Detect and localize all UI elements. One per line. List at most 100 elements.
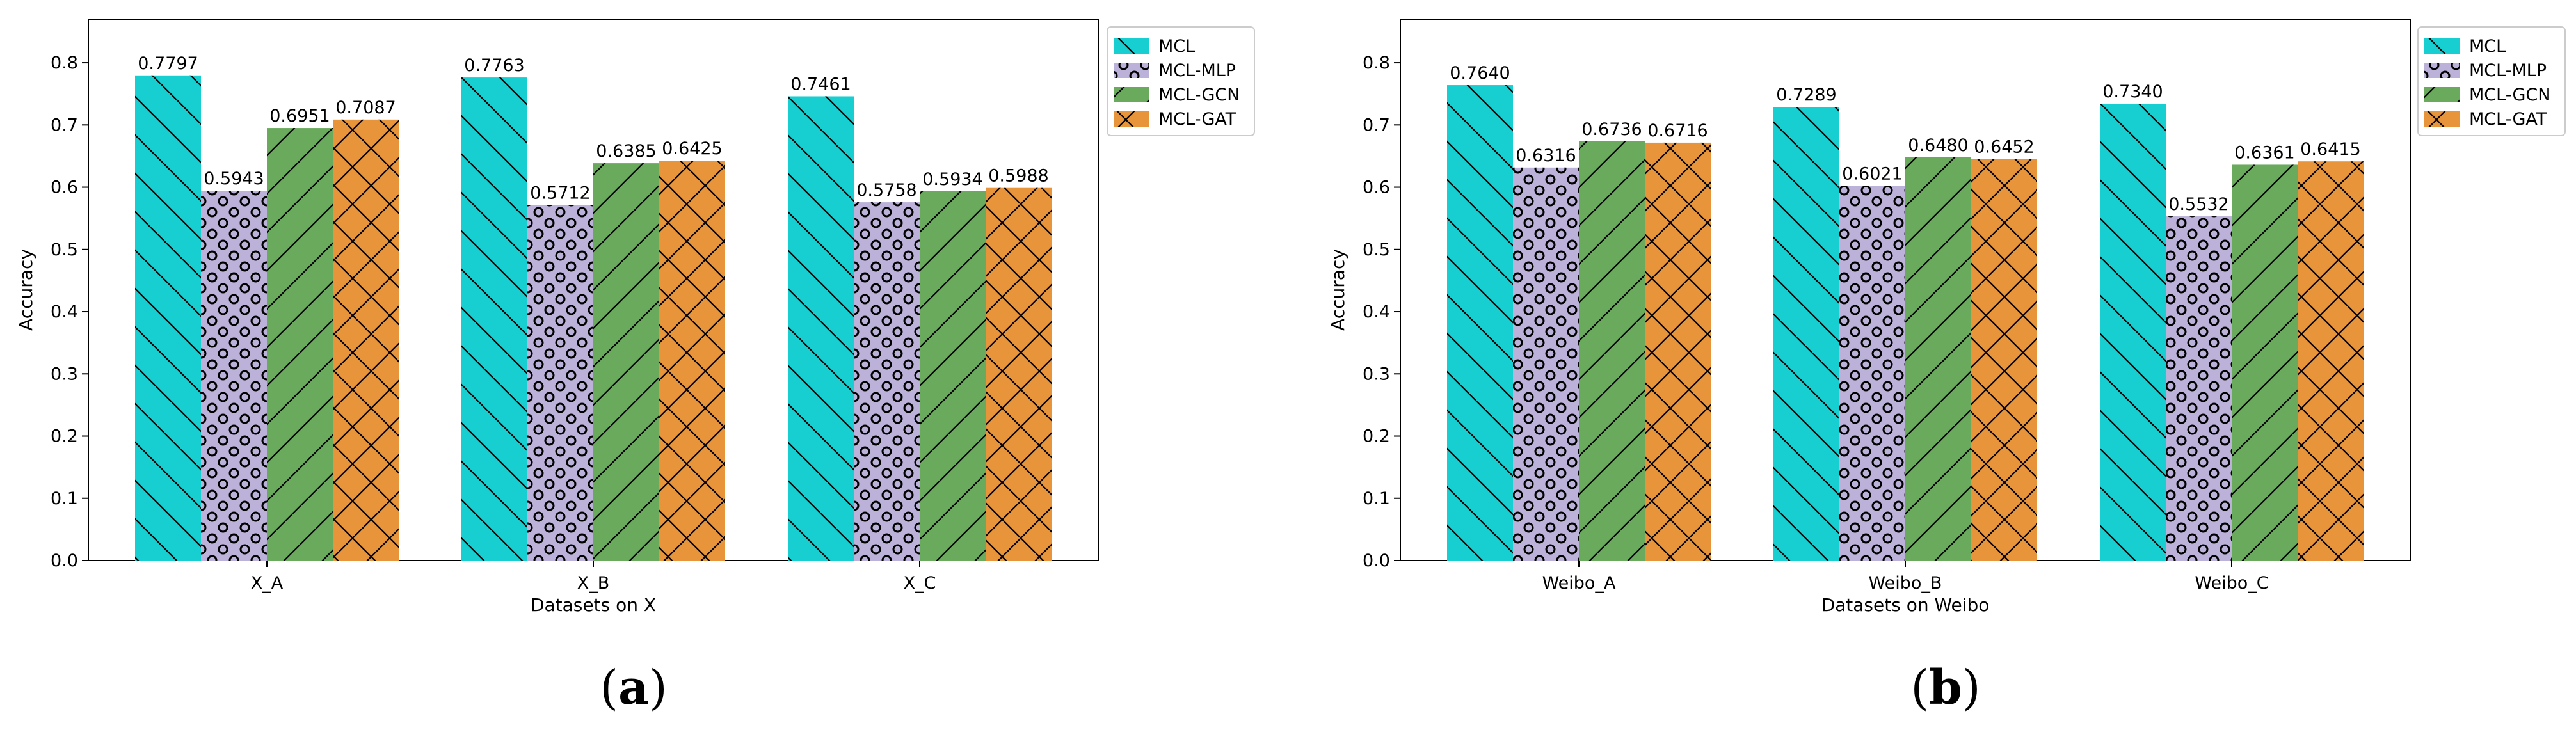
- value-label: 0.6736: [1581, 120, 1642, 139]
- bar-mcl-weibo_b-hatch: [1773, 107, 1839, 561]
- legend-swatch-hatch: [1114, 111, 1149, 127]
- bar-mcl-x_c-hatch: [788, 96, 854, 561]
- bar-mcl-gat-x_b-hatch: [659, 161, 725, 561]
- y-tick-label: 0.8: [51, 53, 78, 73]
- bar-mcl-mlp-x_b-hatch: [527, 205, 593, 561]
- bar-mcl-gcn-weibo_c-hatch: [2232, 164, 2298, 561]
- chart-panel-a: 0.0 0.1 0.2 0.3 0.4 0.5 0.6 0.7 0.8 0.7797 0.7763…: [15, 19, 1255, 715]
- caption-a: (a): [600, 660, 668, 715]
- value-label: 0.7289: [1776, 85, 1836, 105]
- legend-frame: [2417, 26, 2566, 136]
- value-label: 0.7340: [2102, 82, 2163, 102]
- value-label: 0.7763: [464, 56, 524, 76]
- bar-mcl-mlp-x_a-hatch: [201, 191, 267, 561]
- legend-label-mcl-gcn: MCL-GCN: [2469, 85, 2550, 105]
- value-label: 0.6021: [1842, 164, 1902, 184]
- bar-mcl-gcn-weibo_b-hatch: [1905, 157, 1971, 561]
- caption-b: (b): [1910, 660, 1981, 715]
- bars: [1447, 85, 2364, 561]
- y-tick-label: 0.6: [1363, 178, 1390, 198]
- y-tick-label: 0.0: [51, 551, 78, 571]
- x-axis: Weibo_A Weibo_B Weibo_C: [1542, 561, 2269, 593]
- bar-mcl-gcn-x_c-hatch: [920, 191, 986, 561]
- legend-label-mcl-gcn: MCL-GCN: [1158, 85, 1240, 105]
- y-tick-label: 0.6: [51, 178, 78, 198]
- value-label: 0.6716: [1647, 121, 1708, 141]
- legend-swatch-hatch: [2424, 111, 2460, 127]
- bar-mcl-x_a-hatch: [135, 75, 201, 561]
- chart-panel-b: 0.0 0.1 0.2 0.3 0.4 0.5 0.6 0.7 0.8 0.7640 0.7289…: [1327, 19, 2566, 715]
- bar-mcl-gcn-x_b-hatch: [593, 163, 659, 561]
- value-label: 0.6316: [1516, 146, 1576, 166]
- y-tick-label: 0.4: [51, 302, 78, 322]
- bars: [135, 75, 1052, 561]
- value-label: 0.5758: [856, 180, 916, 200]
- legend-label-mcl: MCL: [2469, 36, 2506, 56]
- y-tick-label: 0.2: [51, 427, 78, 447]
- value-label: 0.5988: [988, 166, 1048, 186]
- legend-swatch-hatch: [2424, 63, 2460, 78]
- y-tick-label: 0.7: [1363, 115, 1390, 135]
- x-axis-label: Datasets on Weibo: [1821, 594, 1990, 616]
- legend: MCL MCL-MLP MCL-GCN MCL-GAT: [1107, 26, 1255, 136]
- x-tick-label: Weibo_A: [1542, 573, 1616, 593]
- y-tick-label: 0.0: [1363, 551, 1390, 571]
- bar-mcl-gat-x_a-hatch: [333, 119, 399, 561]
- bar-mcl-gat-x_c-hatch: [986, 187, 1052, 561]
- y-tick-label: 0.1: [51, 489, 78, 509]
- legend-swatch-hatch: [1114, 87, 1149, 102]
- value-label: 0.6415: [2300, 139, 2360, 159]
- bar-mcl-mlp-weibo_a-hatch: [1513, 167, 1579, 561]
- bar-mcl-mlp-x_c-hatch: [854, 202, 920, 561]
- x-tick-label: X_C: [904, 573, 936, 593]
- y-tick-label: 0.3: [51, 364, 78, 384]
- legend-frame: [1107, 26, 1255, 136]
- value-label: 0.6452: [1974, 138, 2034, 157]
- value-labels: 0.7640 0.7289 0.7340 0.6316 0.6021 0.5532 0.67…: [1450, 63, 2360, 214]
- bar-mcl-gat-weibo_a-hatch: [1645, 142, 1711, 561]
- legend-label-mcl-mlp: MCL-MLP: [2469, 61, 2547, 81]
- y-tick-label: 0.1: [1363, 489, 1390, 509]
- x-tick-label: X_A: [251, 573, 284, 593]
- x-tick-label: X_B: [577, 573, 610, 593]
- y-tick-label: 0.4: [1363, 302, 1390, 322]
- y-axis-label: Accuracy: [1327, 249, 1348, 331]
- value-label: 0.5532: [2168, 195, 2228, 214]
- legend: MCL MCL-MLP MCL-GCN MCL-GAT: [2417, 26, 2566, 136]
- x-tick-label: Weibo_B: [1869, 573, 1942, 593]
- legend-swatch-hatch: [1114, 63, 1149, 78]
- bar-mcl-weibo_a-hatch: [1447, 85, 1513, 561]
- value-label: 0.6425: [662, 139, 722, 159]
- value-label: 0.6951: [269, 106, 330, 126]
- bar-mcl-gcn-weibo_a-hatch: [1579, 141, 1645, 561]
- value-label: 0.6480: [1908, 136, 1968, 155]
- bar-mcl-gat-weibo_c-hatch: [2298, 161, 2364, 561]
- legend-label-mcl-gat: MCL-GAT: [2469, 109, 2547, 129]
- value-label: 0.6385: [596, 141, 656, 161]
- legend-label-mcl-mlp: MCL-MLP: [1158, 61, 1236, 81]
- bar-mcl-gcn-x_a-hatch: [267, 128, 333, 561]
- bar-mcl-x_b-hatch: [461, 77, 527, 561]
- value-label: 0.5712: [530, 184, 590, 203]
- y-axis: 0.0 0.1 0.2 0.3 0.4 0.5 0.6 0.7 0.8: [1363, 53, 1400, 571]
- y-tick-label: 0.3: [1363, 364, 1390, 384]
- value-label: 0.5934: [922, 170, 982, 189]
- legend-swatch-hatch: [2424, 87, 2460, 102]
- y-tick-label: 0.5: [1363, 240, 1390, 260]
- legend-swatch-hatch: [2424, 38, 2460, 54]
- y-tick-label: 0.5: [51, 240, 78, 260]
- y-tick-label: 0.8: [1363, 53, 1390, 73]
- y-axis: 0.0 0.1 0.2 0.3 0.4 0.5 0.6 0.7 0.8: [51, 53, 88, 571]
- value-label: 0.6361: [2234, 143, 2294, 163]
- bar-mcl-mlp-weibo_b-hatch: [1839, 186, 1905, 561]
- x-axis: X_A X_B X_C: [251, 561, 936, 593]
- y-tick-label: 0.2: [1363, 427, 1390, 447]
- legend-label-mcl: MCL: [1158, 36, 1195, 56]
- value-label: 0.7797: [138, 54, 198, 74]
- value-label: 0.5943: [204, 169, 264, 189]
- x-tick-label: Weibo_C: [2195, 573, 2268, 593]
- bar-mcl-gat-weibo_b-hatch: [1971, 159, 2037, 561]
- value-labels: 0.7797 0.7763 0.7461 0.5943 0.5712 0.5758 0.69…: [138, 54, 1048, 203]
- bar-mcl-weibo_c-hatch: [2100, 104, 2166, 561]
